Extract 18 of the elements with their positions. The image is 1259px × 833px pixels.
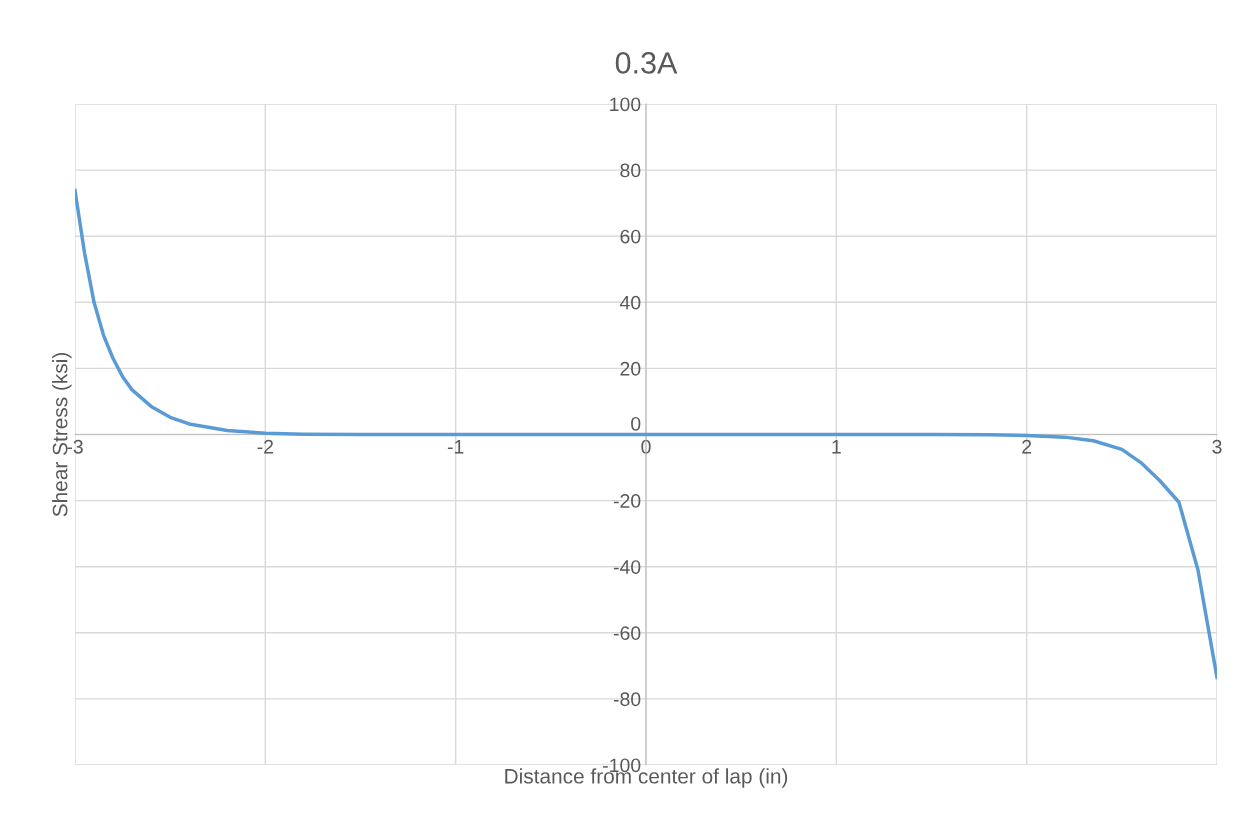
y-tick-label: 80 <box>620 163 641 178</box>
y-tick-label: 40 <box>619 295 641 310</box>
chart-title: 0.3A <box>615 52 678 74</box>
y-tick-label: -60 <box>613 626 641 641</box>
y-tick-label: 20 <box>620 361 641 376</box>
y-tick-label: -20 <box>613 494 641 508</box>
y-tick-label: -40 <box>613 560 641 574</box>
x-tick-label: 1 <box>832 440 841 454</box>
x-tick-label: 2 <box>1022 439 1032 454</box>
x-tick-label: 0 <box>641 439 651 454</box>
y-tick-label: 60 <box>620 229 641 244</box>
x-tick-label: -2 <box>257 439 273 454</box>
y-tick-label: 100 <box>610 97 641 112</box>
y-tick-label: -80 <box>613 692 641 707</box>
x-tick-label: 3 <box>1212 439 1222 454</box>
y-tick-label: 0 <box>631 416 641 431</box>
x-tick-label: -3 <box>67 439 83 454</box>
x-tick-label: -1 <box>447 440 464 454</box>
